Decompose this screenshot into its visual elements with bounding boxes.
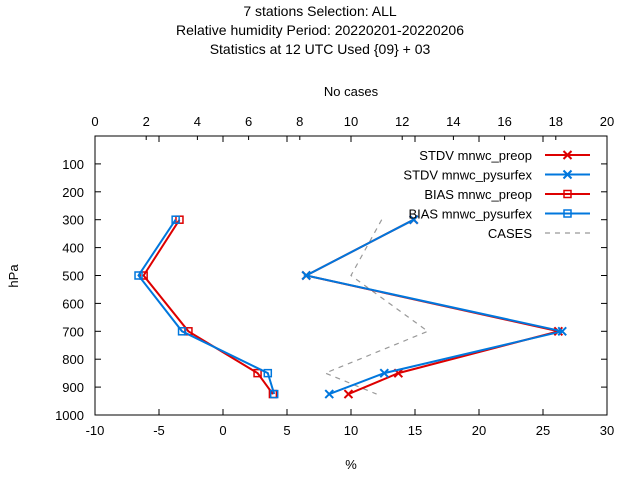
- x2-tick-label: 2: [143, 114, 150, 129]
- data-point: [324, 389, 334, 399]
- data-point: [269, 389, 279, 399]
- x-tick-label: 15: [408, 423, 422, 438]
- series-line: [137, 219, 276, 395]
- x-axis-label: %: [345, 457, 357, 472]
- marker-stroke: [562, 169, 573, 180]
- series-layer: [134, 214, 567, 399]
- x-tick-label: 0: [219, 423, 226, 438]
- y-tick-label: 600: [62, 296, 84, 311]
- data-point: [171, 215, 180, 224]
- data-point: [343, 389, 354, 399]
- x2-axis-label: No cases: [324, 84, 379, 99]
- chart-title-line-2: Relative humidity Period: 20220201-20220…: [176, 22, 464, 38]
- legend-item: STDV mnwc_pysurfex: [403, 168, 590, 183]
- series-cases: [323, 219, 430, 395]
- legend-swatch-marker: [562, 169, 573, 180]
- x-tick-label: -10: [86, 423, 105, 438]
- series-bias-mnwc-pysurfex: [134, 215, 279, 399]
- series-line: [323, 219, 430, 395]
- chart-title-line-3: Statistics at 12 UTC Used {09} + 03: [209, 41, 431, 57]
- y-tick-label: 1000: [55, 408, 84, 423]
- y-axis-label: hPa: [6, 264, 21, 288]
- x2-tick-label: 12: [395, 114, 409, 129]
- legend-label: CASES: [488, 226, 532, 241]
- data-point: [253, 368, 262, 378]
- series-line: [142, 219, 274, 395]
- series-stdv-mnwc-pysurfex: [301, 214, 567, 399]
- data-point: [409, 214, 419, 225]
- y-tick-label: 100: [62, 157, 84, 172]
- x2-tick-label: 16: [497, 114, 511, 129]
- legend-swatch-marker: [563, 189, 572, 199]
- legend-swatch-marker: [563, 209, 572, 218]
- x-tick-label: -5: [153, 423, 165, 438]
- y-tick-label: 800: [62, 352, 84, 367]
- data-point: [134, 271, 143, 280]
- legend-label: BIAS mnwc_preop: [424, 187, 532, 202]
- marker-stroke: [393, 368, 404, 378]
- x2-tick-label: 14: [446, 114, 460, 129]
- x-tick-label: 5: [283, 423, 290, 438]
- marker-stroke: [343, 389, 354, 399]
- x-tick-label: 10: [344, 423, 358, 438]
- marker-stroke: [562, 150, 573, 160]
- marker-stroke: [409, 214, 419, 225]
- legend-label: STDV mnwc_pysurfex: [403, 168, 532, 183]
- marker-stroke: [379, 368, 389, 378]
- marker-stroke: [301, 270, 311, 281]
- x-tick-label: 25: [536, 423, 550, 438]
- y-tick-label: 500: [62, 269, 84, 284]
- axes-layer: -10 -5 0 5 10 15 20 25 300 2 4 6 8 10 12 14 16 18 20100200…: [55, 114, 614, 438]
- legend-label: STDV mnwc_preop: [419, 148, 532, 163]
- y-tick-label: 300: [62, 213, 84, 228]
- legend-item: BIAS mnwc_pysurfex: [408, 207, 590, 222]
- x2-tick-label: 0: [91, 114, 98, 129]
- x2-tick-label: 20: [600, 114, 614, 129]
- legend-item: STDV mnwc_preop: [419, 148, 590, 163]
- x2-tick-label: 18: [549, 114, 563, 129]
- x-tick-label: 20: [472, 423, 486, 438]
- x-tick-label: 30: [600, 423, 614, 438]
- y-tick-label: 900: [62, 380, 84, 395]
- data-point: [301, 270, 311, 281]
- legend: STDV mnwc_preop STDV mnwc_pysurfex BIAS mn…: [403, 148, 590, 241]
- legend-item: CASES: [488, 226, 590, 241]
- marker-stroke: [557, 326, 567, 337]
- data-point: [557, 326, 567, 337]
- data-point: [177, 327, 187, 336]
- series-line: [303, 218, 563, 396]
- y-tick-label: 400: [62, 241, 84, 256]
- legend-swatch-marker: [562, 150, 573, 160]
- y-tick-label: 200: [62, 185, 84, 200]
- series-stdv-mnwc-preop: [301, 214, 564, 399]
- x2-tick-label: 8: [296, 114, 303, 129]
- data-point: [139, 271, 148, 280]
- chart-title-line-1: 7 stations Selection: ALL: [243, 3, 397, 19]
- legend-label: BIAS mnwc_pysurfex: [408, 207, 532, 222]
- x2-tick-label: 10: [344, 114, 358, 129]
- y-tick-label: 700: [62, 324, 84, 339]
- marker-stroke: [324, 389, 334, 399]
- x2-tick-label: 4: [194, 114, 201, 129]
- series-line: [303, 218, 559, 396]
- data-point: [379, 368, 389, 378]
- data-point: [263, 368, 273, 378]
- legend-item: BIAS mnwc_preop: [424, 187, 590, 202]
- x2-tick-label: 6: [245, 114, 252, 129]
